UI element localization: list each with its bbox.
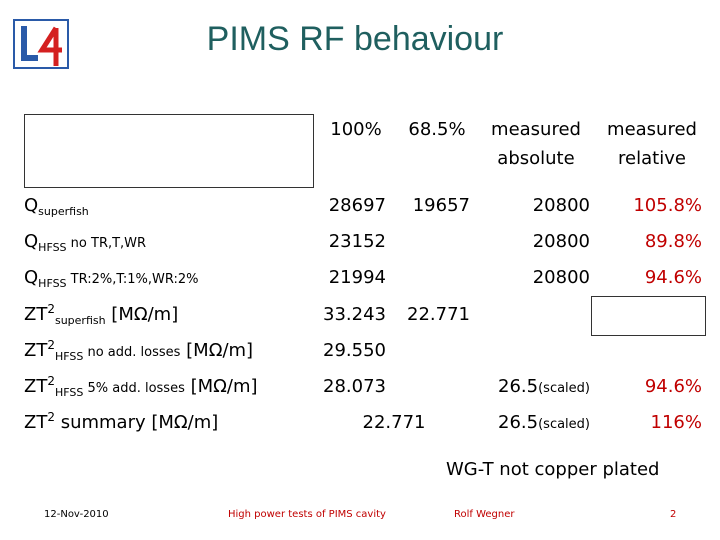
row-label-rest: TR:2%,T:1%,WR:2%: [66, 272, 199, 287]
row-label-rest: [MΩ/m]: [105, 304, 179, 325]
value-100: 28697: [328, 195, 386, 216]
header-label-cell: [24, 114, 314, 188]
value-rel: 89.8%: [644, 231, 702, 252]
value-rel: 116%: [650, 412, 702, 433]
ratio-cell-box: [591, 296, 706, 336]
note: WG-T not copper plated: [446, 459, 660, 480]
value-68: 22.771: [407, 304, 470, 325]
row-label: QHFSS TR:2%,T:1%,WR:2%: [24, 267, 199, 291]
header-measured-rel-2: relative: [618, 148, 686, 169]
value-abs: 20800: [532, 267, 590, 288]
row-label-sup: 2: [47, 374, 55, 388]
value-abs: 20800: [532, 231, 590, 252]
header-measured-abs-1: measured: [491, 119, 581, 140]
value-rel: 94.6%: [644, 376, 702, 397]
page-title: PIMS RF behaviour: [206, 20, 504, 58]
row-label-small: 5% add. losses: [83, 381, 185, 396]
header-68: 68.5%: [408, 119, 466, 140]
footer-author: Rolf Wegner: [454, 509, 515, 520]
row-label: ZT2superfish [MΩ/m]: [24, 302, 179, 327]
value-abs: 26.5(scaled): [478, 377, 590, 399]
row-label-sub: HFSS: [54, 386, 84, 399]
header-measured-abs-2: absolute: [497, 148, 575, 169]
row-label-sub: HFSS: [38, 241, 67, 254]
row-label: ZT2HFSS 5% add. losses [MΩ/m]: [24, 374, 258, 399]
value-abs-number: 26.5: [498, 412, 539, 433]
row-label-main: ZT: [24, 304, 48, 325]
row-label-rest: [MΩ/m]: [184, 376, 258, 397]
value-rel: 94.6%: [644, 267, 702, 288]
header-measured-rel-1: measured: [607, 119, 697, 140]
row-label: ZT2 summary [MΩ/m]: [24, 410, 219, 434]
value-100: 23152: [328, 231, 386, 252]
row-label-sub: superfish: [54, 314, 106, 327]
value-68: 19657: [412, 195, 470, 216]
footer-subject: High power tests of PIMS cavity: [228, 509, 386, 520]
value-rel: 105.8%: [633, 195, 702, 216]
row-label-sup: 2: [47, 410, 55, 424]
value-100: 29.550: [323, 340, 386, 361]
value-abs: 26.5(scaled): [478, 413, 590, 435]
row-label-sub: HFSS: [38, 277, 67, 290]
row-label: ZT2HFSS no add. losses [MΩ/m]: [24, 338, 254, 363]
row-label-rest: no TR,T,WR: [66, 236, 147, 251]
header-100: 100%: [330, 119, 382, 140]
value-100: 21994: [328, 267, 386, 288]
value-abs-note: (scaled): [538, 417, 590, 432]
row-label-main: ZT: [24, 412, 48, 433]
row-label: Qsuperfish: [24, 195, 89, 219]
value-abs-note: (scaled): [538, 381, 590, 396]
row-label: QHFSS no TR,T,WR: [24, 231, 147, 255]
row-label-sub: superfish: [38, 205, 89, 218]
value-abs: 20800: [532, 195, 590, 216]
row-label-sup: 2: [47, 338, 55, 352]
value-100: 33.243: [323, 304, 386, 325]
l4-logo: [12, 18, 70, 70]
row-label-main: ZT: [24, 376, 48, 397]
row-label-sub: HFSS: [54, 350, 84, 363]
footer-page: 2: [670, 509, 677, 520]
row-label-rest: [MΩ/m]: [180, 340, 254, 361]
value-100: 28.073: [323, 376, 386, 397]
value-summary: 22.771: [362, 412, 426, 433]
row-label-rest: summary [MΩ/m]: [54, 412, 219, 433]
row-label-main: Q: [24, 267, 39, 288]
row-label-main: Q: [24, 195, 39, 216]
row-label-main: Q: [24, 231, 39, 252]
row-label-small: no add. losses: [83, 345, 181, 360]
footer-date: 12-Nov-2010: [44, 509, 109, 520]
row-label-sup: 2: [47, 302, 55, 316]
value-abs-number: 26.5: [498, 376, 539, 397]
row-label-main: ZT: [24, 340, 48, 361]
